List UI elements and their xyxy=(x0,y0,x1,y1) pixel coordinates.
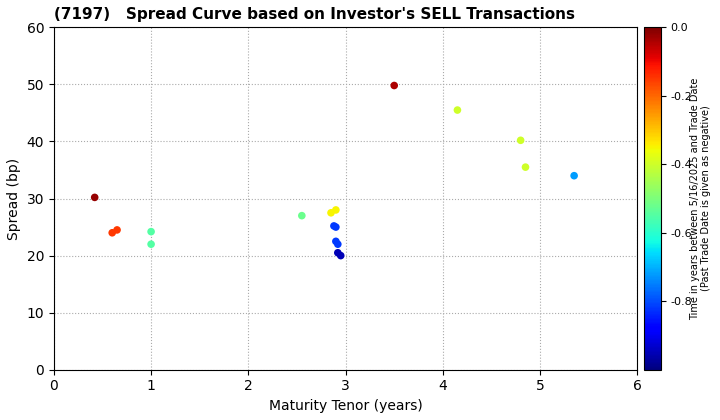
Point xyxy=(330,207,341,213)
Point xyxy=(145,241,157,247)
X-axis label: Maturity Tenor (years): Maturity Tenor (years) xyxy=(269,399,423,413)
Point xyxy=(330,238,341,245)
Point xyxy=(325,210,337,216)
Point xyxy=(296,212,307,219)
Text: (7197)   Spread Curve based on Investor's SELL Transactions: (7197) Spread Curve based on Investor's … xyxy=(54,7,575,22)
Point xyxy=(515,137,526,144)
Y-axis label: Spread (bp): Spread (bp) xyxy=(7,158,21,239)
Point xyxy=(389,82,400,89)
Point xyxy=(451,107,463,113)
Point xyxy=(112,226,123,233)
Point xyxy=(335,252,346,259)
Point xyxy=(568,172,580,179)
Point xyxy=(107,229,118,236)
Y-axis label: Time in years between 5/16/2025 and Trade Date
(Past Trade Date is given as nega: Time in years between 5/16/2025 and Trad… xyxy=(690,77,711,320)
Point xyxy=(330,224,341,231)
Point xyxy=(332,249,343,256)
Point xyxy=(89,194,101,201)
Point xyxy=(328,223,340,229)
Point xyxy=(332,241,343,247)
Point xyxy=(520,164,531,171)
Point xyxy=(145,228,157,235)
